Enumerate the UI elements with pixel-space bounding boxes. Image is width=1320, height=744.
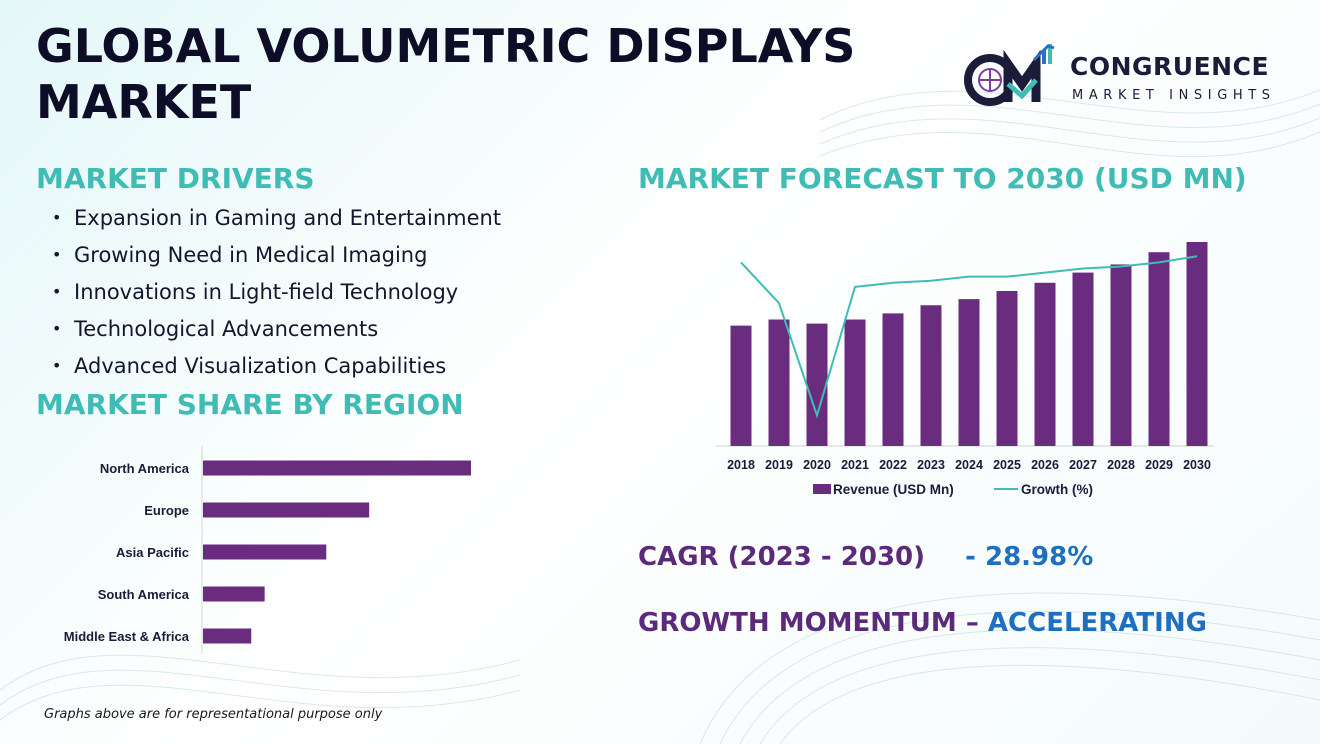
driver-item: • Technological Advancements [52, 314, 501, 351]
revenue-bar [1186, 242, 1208, 446]
revenue-bar [882, 313, 904, 446]
driver-item: • Innovations in Light-field Technology [52, 277, 501, 314]
bullet-icon: • [52, 282, 62, 301]
year-tick-label: 2025 [993, 458, 1021, 472]
year-tick-label: 2021 [841, 458, 869, 472]
year-tick-label: 2020 [803, 458, 831, 472]
momentum-value: ACCELERATING [987, 608, 1207, 638]
year-tick-label: 2019 [765, 458, 793, 472]
driver-text: Innovations in Light-field Technology [74, 280, 459, 304]
market-share-heading: MARKET SHARE BY REGION [36, 388, 464, 421]
forecast-chart: 2018 2019 2020 2021 2022 2023 2024 2025 2026 2027… [716, 242, 1214, 497]
driver-item: • Growing Need in Medical Imaging [52, 240, 501, 277]
region-bar [203, 502, 370, 518]
year-tick-label: 2029 [1145, 458, 1173, 472]
region-label: South America [98, 587, 190, 602]
driver-text: Advanced Visualization Capabilities [74, 354, 447, 378]
growth-line [740, 255, 1198, 419]
market-drivers-heading: MARKET DRIVERS [36, 162, 315, 195]
year-tick-label: 2026 [1031, 458, 1059, 472]
bullet-icon: • [52, 208, 62, 227]
bullet-icon: • [52, 319, 62, 338]
region-bar [203, 460, 471, 476]
footnote: Graphs above are for representational pu… [44, 707, 383, 722]
revenue-bar [1072, 272, 1094, 446]
revenue-bar [1110, 264, 1132, 446]
driver-text: Growing Need in Medical Imaging [74, 243, 428, 267]
company-logo: CONGRUENCE MARKET INSIGHTS [964, 40, 1294, 110]
region-bar [203, 586, 265, 602]
bullet-icon: • [52, 245, 62, 264]
revenue-bar [958, 299, 980, 446]
driver-text: Expansion in Gaming and Entertainment [74, 206, 502, 230]
cagr-label: CAGR (2023 - 2030) [638, 542, 926, 572]
growth-momentum-line: GROWTH MOMENTUM – ACCELERATING [638, 608, 1207, 638]
market-drivers-list: • Expansion in Gaming and Entertainment •… [52, 203, 501, 388]
revenue-bar [730, 325, 752, 446]
driver-item: • Expansion in Gaming and Entertainment [52, 203, 501, 240]
region-label: Middle East & Africa [64, 629, 190, 644]
revenue-bar [768, 319, 790, 446]
revenue-bar [1148, 252, 1170, 446]
legend-revenue-swatch [813, 484, 831, 494]
legend-revenue-label: Revenue (USD Mn) [833, 482, 954, 497]
year-tick-label: 2018 [727, 458, 755, 472]
cagr-line: CAGR (2023 - 2030) - 28.98% [638, 542, 1093, 572]
region-bar [203, 544, 327, 560]
region-share-chart: North America Europe Asia Pacific South Ame… [64, 446, 471, 654]
region-label: North America [100, 461, 190, 476]
year-tick-label: 2022 [879, 458, 907, 472]
year-tick-label: 2027 [1069, 458, 1097, 472]
year-tick-label: 2030 [1183, 458, 1211, 472]
revenue-bar [806, 323, 828, 446]
revenue-bar [844, 319, 866, 446]
page-title: GLOBAL VOLUMETRIC DISPLAYS MARKET [36, 19, 856, 129]
legend-growth-label: Growth (%) [1021, 482, 1093, 497]
revenue-bar [920, 305, 942, 446]
revenue-bar [996, 290, 1018, 446]
year-tick-label: 2028 [1107, 458, 1135, 472]
logo-subtitle: MARKET INSIGHTS [1072, 88, 1276, 103]
bullet-icon: • [52, 356, 62, 375]
momentum-label: GROWTH MOMENTUM – [638, 608, 979, 638]
region-bar [203, 628, 252, 644]
region-label: Asia Pacific [116, 545, 189, 560]
cagr-value: - 28.98% [965, 542, 1094, 572]
logo-name: CONGRUENCE [1070, 52, 1270, 81]
logo-mark-icon [964, 44, 1055, 106]
year-tick-label: 2023 [917, 458, 945, 472]
region-label: Europe [144, 503, 189, 518]
driver-text: Technological Advancements [74, 317, 379, 341]
year-tick-label: 2024 [955, 458, 983, 472]
driver-item: • Advanced Visualization Capabilities [52, 351, 501, 388]
revenue-bar [1034, 282, 1056, 446]
market-forecast-heading: MARKET FORECAST TO 2030 (USD MN) [638, 162, 1247, 195]
